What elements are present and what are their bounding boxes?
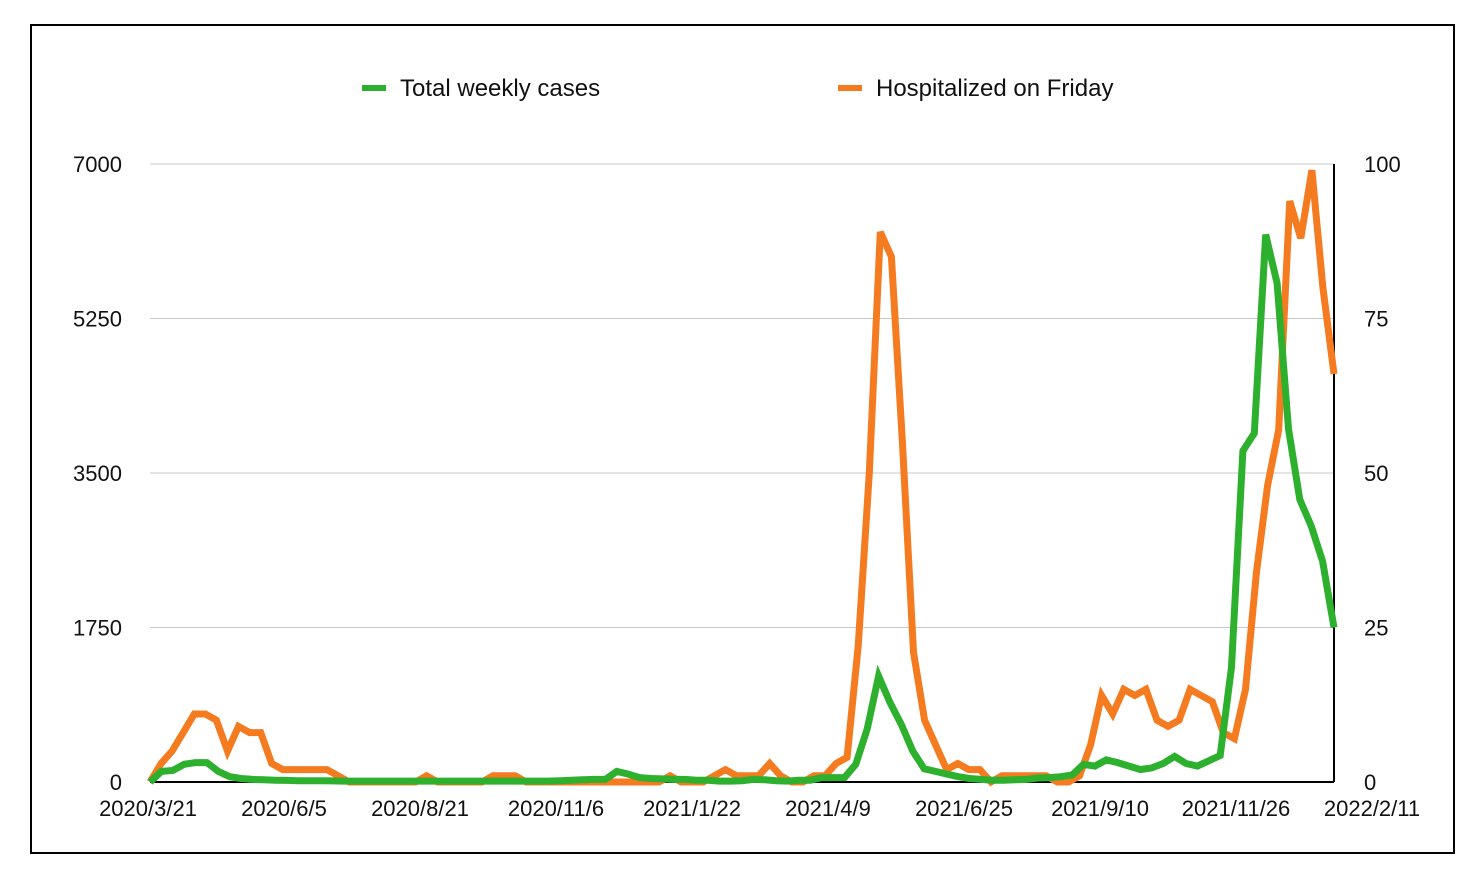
x-tick-2021-1-22: 2021/1/22	[643, 796, 741, 821]
x-tick-2020-11-6: 2020/11/6	[508, 796, 604, 821]
left-tick-7000: 7000	[73, 152, 122, 177]
x-tick-2022-2-11: 2022/2/11	[1324, 796, 1420, 821]
right-tick-25: 25	[1364, 616, 1388, 641]
tick-labels: 0 1750 3500 5250 7000 0 25 50 75 100 2020/3/21 2020…	[73, 152, 1420, 821]
right-tick-0: 0	[1364, 770, 1376, 795]
x-tick-2020-8-21: 2020/8/21	[371, 796, 469, 821]
right-tick-50: 50	[1364, 461, 1388, 486]
x-tick-2021-9-10: 2021/9/10	[1051, 796, 1149, 821]
legend: Total weekly cases Hospitalized on Frida…	[362, 75, 1113, 102]
left-tick-0: 0	[110, 770, 122, 795]
left-tick-5250: 5250	[73, 307, 122, 332]
x-tick-2021-4-9: 2021/4/9	[785, 796, 871, 821]
chart-frame	[30, 24, 1455, 854]
series-line-total-weekly-cases	[147, 233, 1338, 785]
gridlines	[150, 163, 1334, 628]
x-tick-2020-3-21: 2020/3/21	[99, 796, 197, 821]
series-line-hospitalized-on-friday	[146, 169, 1338, 787]
left-tick-3500: 3500	[73, 461, 122, 486]
series-lines	[146, 169, 1338, 787]
left-tick-1750: 1750	[73, 616, 122, 641]
x-tick-2020-6-5: 2020/6/5	[241, 796, 327, 821]
right-tick-75: 75	[1364, 307, 1388, 332]
legend-label-hospitalized-on-friday: Hospitalized on Friday	[876, 75, 1113, 102]
x-tick-2021-6-25: 2021/6/25	[915, 796, 1013, 821]
legend-label-total-weekly-cases: Total weekly cases	[400, 75, 600, 102]
x-tick-2021-11-26: 2021/11/26	[1182, 796, 1290, 821]
right-tick-100: 100	[1364, 152, 1401, 177]
